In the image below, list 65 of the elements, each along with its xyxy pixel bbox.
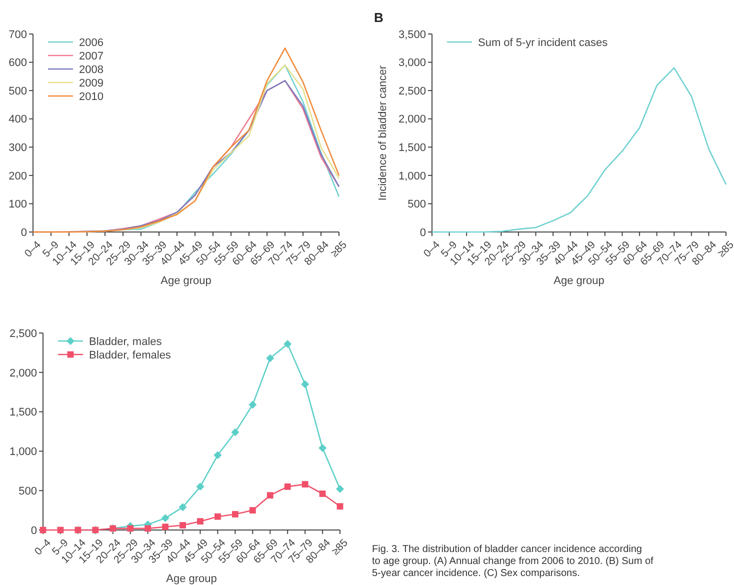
point bbox=[196, 482, 204, 491]
legend-label: 2007 bbox=[79, 50, 104, 62]
legend-label: Sum of 5-yr incident cases bbox=[478, 36, 608, 49]
point bbox=[178, 503, 187, 512]
y-tick-label: 600 bbox=[8, 57, 27, 70]
x-tick-label: ≥85 bbox=[715, 238, 734, 260]
caption: Fig. 3. The distribution of bladder cancer incidence according to age group. (A) Annual change from 2006 to 2010. (B) Sum of 5-year cancer incidence. (C) Sex comparisons. bbox=[372, 544, 654, 579]
y-tick-label: 3,000 bbox=[398, 57, 426, 70]
x-tick-label: 0–4 bbox=[32, 536, 54, 558]
point bbox=[231, 428, 240, 436]
point bbox=[301, 380, 310, 388]
point bbox=[248, 400, 257, 409]
x-tick-label: 0–4 bbox=[22, 238, 44, 260]
legend-label: 2008 bbox=[79, 64, 104, 76]
legend-label: 2009 bbox=[79, 77, 104, 90]
point bbox=[302, 481, 308, 488]
y-tick-label: 2,500 bbox=[398, 85, 426, 98]
y-tick-label: 500 bbox=[8, 85, 27, 98]
point bbox=[319, 490, 326, 497]
x-tick-label: ≥85 bbox=[329, 536, 350, 558]
point bbox=[161, 514, 170, 522]
y-tick-label: 500 bbox=[408, 198, 426, 211]
point bbox=[197, 518, 204, 525]
chart-title: B bbox=[374, 10, 384, 25]
legend-label: Bladder, males bbox=[89, 336, 162, 348]
point bbox=[180, 522, 186, 528]
y-tick-label: 100 bbox=[8, 198, 27, 211]
point bbox=[249, 507, 256, 514]
legend-label: 2010 bbox=[79, 90, 104, 103]
y-tick-label: 1,000 bbox=[9, 446, 37, 458]
y-tick-label: 700 bbox=[8, 28, 27, 41]
y-tick-label: 2,000 bbox=[9, 367, 37, 380]
point bbox=[318, 444, 327, 452]
y-tick-label: 1,500 bbox=[398, 142, 426, 154]
y-tick-label: 1,500 bbox=[9, 406, 37, 419]
y-tick-label: 500 bbox=[18, 485, 37, 498]
point bbox=[144, 525, 152, 532]
x-tick-label: ≥85 bbox=[328, 238, 350, 260]
x-axis-title: Age group bbox=[554, 275, 604, 287]
y-tick-label: 2,000 bbox=[398, 114, 426, 126]
x-axis-title: Age group bbox=[166, 573, 217, 585]
point bbox=[336, 485, 344, 494]
y-tick-label: 0 bbox=[20, 226, 27, 239]
y-axis-title: Incidence of bladder cancer bbox=[377, 65, 389, 201]
x-axis-title: Age group bbox=[160, 275, 212, 287]
y-tick-label: 400 bbox=[8, 114, 27, 126]
point bbox=[266, 492, 274, 499]
y-tick-label: 0 bbox=[30, 524, 37, 537]
y-tick-label: 2,500 bbox=[9, 328, 37, 340]
y-tick-label: 200 bbox=[8, 170, 27, 182]
point bbox=[284, 340, 292, 348]
y-tick-label: 300 bbox=[8, 142, 27, 154]
point bbox=[284, 483, 291, 490]
point bbox=[336, 503, 344, 510]
point bbox=[162, 524, 168, 530]
y-tick-label: 3,500 bbox=[398, 28, 426, 41]
y-tick-label: 0 bbox=[420, 226, 426, 239]
legend-label: Bladder, females bbox=[89, 349, 172, 362]
point bbox=[214, 451, 222, 460]
point bbox=[127, 525, 134, 532]
point bbox=[232, 511, 238, 518]
legend-label: 2006 bbox=[79, 36, 104, 49]
point bbox=[266, 354, 274, 362]
y-tick-label: 1,000 bbox=[398, 170, 426, 182]
point bbox=[214, 513, 221, 520]
